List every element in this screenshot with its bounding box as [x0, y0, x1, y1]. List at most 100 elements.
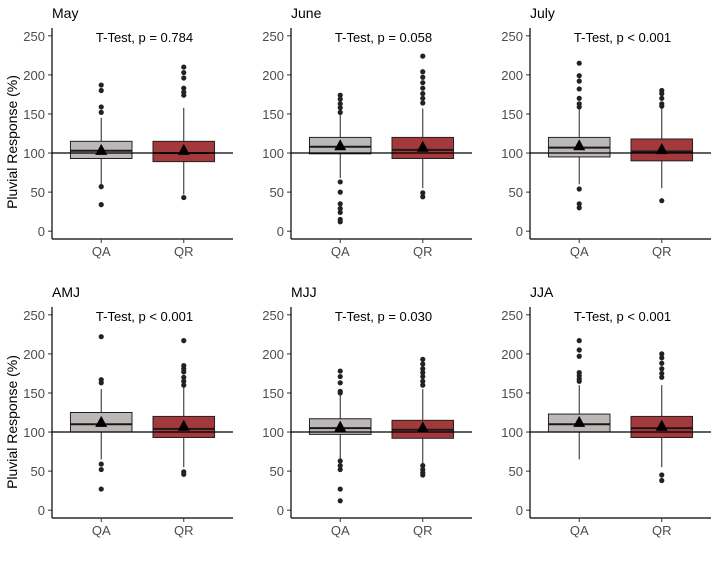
outlier-point-qr: [420, 80, 426, 86]
mean-marker-qa: [334, 139, 347, 151]
panel-title: June: [291, 5, 322, 21]
y-tick-label: 150: [262, 386, 284, 401]
mean-marker-qa: [95, 415, 108, 427]
panel-jja: JJA T-Test, p < 0.001 0 50 100 150 200 250 QA QR: [501, 284, 711, 538]
y-tick-label: 50: [270, 464, 284, 479]
outlier-point-qr: [181, 75, 187, 81]
outlier-point-qr: [659, 374, 665, 380]
x-tick-label-qa: QA: [331, 523, 350, 538]
mean-marker-qa: [334, 420, 347, 432]
outlier-point-qr: [420, 95, 426, 101]
ttest-annotation: T-Test, p = 0.030: [335, 309, 432, 324]
outlier-point-qr: [181, 374, 187, 380]
outlier-point-qr: [181, 369, 187, 375]
outlier-point-qr: [420, 356, 426, 362]
outlier-point-qa: [337, 179, 343, 185]
x-tick-label-qr: QR: [652, 244, 672, 259]
outlier-point-qa: [576, 60, 582, 66]
outlier-point-qr: [420, 366, 426, 372]
panel-title: AMJ: [52, 284, 80, 300]
outlier-point-qa: [98, 87, 104, 94]
y-tick-label: 150: [23, 386, 45, 401]
y-tick-label: 200: [501, 347, 523, 362]
panel-july: July T-Test, p < 0.001 0 50 100 150 200 250 QA QR: [501, 5, 711, 259]
x-tick-label-qr: QR: [652, 523, 672, 538]
outlier-point-qa: [576, 201, 582, 207]
y-tick-label: 250: [23, 29, 45, 44]
outlier-point-qr: [659, 351, 665, 357]
outlier-point-qa: [337, 209, 343, 216]
outlier-point-qr: [420, 69, 426, 75]
outlier-point-qa: [337, 486, 343, 492]
outlier-point-qr: [659, 360, 665, 366]
outlier-point-qr: [659, 91, 665, 97]
y-axis-label-top: Pluvial Response (%): [4, 75, 20, 209]
outlier-point-qr: [420, 74, 426, 80]
outlier-point-qa: [337, 373, 343, 380]
outlier-point-qa: [337, 109, 343, 115]
outlier-point-qr: [420, 91, 426, 97]
outlier-point-qr: [181, 338, 187, 344]
outlier-point-qa: [98, 334, 104, 340]
mean-marker-qr: [416, 140, 429, 152]
y-tick-label: 200: [23, 347, 45, 362]
outlier-point-qr: [659, 198, 665, 204]
outlier-point-qa: [98, 109, 104, 115]
outlier-point-qr: [181, 85, 187, 91]
x-tick-label-qa: QA: [92, 244, 111, 259]
ttest-annotation: T-Test, p < 0.001: [96, 309, 193, 324]
outlier-point-qa: [576, 205, 582, 211]
x-tick-label-qr: QR: [413, 244, 433, 259]
outlier-point-qa: [98, 486, 104, 492]
outlier-point-qr: [420, 100, 426, 106]
outlier-point-qa: [337, 368, 343, 374]
outlier-point-qa: [576, 73, 582, 79]
outlier-point-qa: [337, 463, 343, 469]
y-tick-label: 200: [262, 68, 284, 83]
outlier-point-qa: [337, 201, 343, 207]
y-tick-label: 100: [23, 425, 45, 440]
ttest-annotation: T-Test, p = 0.058: [335, 30, 432, 45]
outlier-point-qa: [576, 186, 582, 192]
y-tick-label: 250: [262, 29, 284, 44]
outlier-point-qa: [98, 461, 104, 467]
outlier-point-qr: [181, 378, 187, 384]
ttest-annotation: T-Test, p < 0.001: [574, 30, 671, 45]
outlier-point-qr: [420, 373, 426, 380]
outlier-point-qa: [576, 104, 582, 110]
y-tick-label: 50: [31, 464, 45, 479]
outlier-point-qa: [337, 390, 343, 396]
outlier-point-qa: [98, 104, 104, 110]
mean-marker-qa: [573, 139, 586, 151]
y-tick-label: 150: [501, 107, 523, 122]
outlier-point-qr: [420, 85, 426, 91]
x-tick-label-qa: QA: [331, 244, 350, 259]
outlier-point-qr: [420, 472, 426, 478]
outlier-point-qr: [181, 382, 187, 388]
y-tick-label: 250: [23, 308, 45, 323]
outlier-point-qr: [659, 355, 665, 361]
outlier-point-qr: [181, 194, 187, 201]
outlier-point-qa: [98, 82, 104, 88]
y-tick-label: 150: [501, 386, 523, 401]
y-tick-label: 250: [501, 29, 523, 44]
mean-marker-qr: [655, 419, 668, 431]
y-tick-label: 0: [38, 224, 45, 239]
outlier-point-qa: [576, 378, 582, 384]
y-tick-label: 200: [23, 68, 45, 83]
x-tick-label-qa: QA: [570, 244, 589, 259]
outlier-point-qa: [337, 105, 343, 111]
y-tick-label: 100: [501, 425, 523, 440]
outlier-point-qa: [337, 101, 343, 107]
mean-marker-qr: [655, 143, 668, 155]
x-tick-label-qr: QR: [174, 523, 194, 538]
outlier-point-qr: [181, 64, 187, 70]
outlier-point-qr: [420, 53, 426, 59]
outlier-point-qr: [181, 471, 187, 477]
panel-title: May: [52, 5, 78, 21]
outlier-point-qr: [420, 361, 426, 367]
y-tick-label: 250: [501, 308, 523, 323]
mean-marker-qa: [573, 415, 586, 427]
y-tick-label: 100: [501, 146, 523, 161]
